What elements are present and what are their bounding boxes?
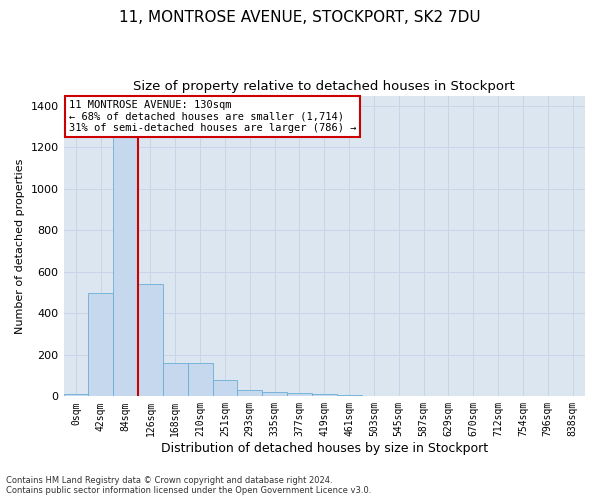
- Bar: [287, 393, 312, 396]
- Bar: [88, 292, 113, 397]
- Text: 11 MONTROSE AVENUE: 130sqm
← 68% of detached houses are smaller (1,714)
31% of s: 11 MONTROSE AVENUE: 130sqm ← 68% of deta…: [69, 100, 356, 134]
- Bar: [163, 363, 188, 396]
- Text: Contains HM Land Registry data © Crown copyright and database right 2024.
Contai: Contains HM Land Registry data © Crown c…: [6, 476, 371, 495]
- Bar: [64, 394, 88, 396]
- Title: Size of property relative to detached houses in Stockport: Size of property relative to detached ho…: [133, 80, 515, 93]
- Bar: [188, 363, 212, 396]
- Y-axis label: Number of detached properties: Number of detached properties: [15, 158, 25, 334]
- Bar: [262, 392, 287, 396]
- X-axis label: Distribution of detached houses by size in Stockport: Distribution of detached houses by size …: [161, 442, 488, 455]
- Text: 11, MONTROSE AVENUE, STOCKPORT, SK2 7DU: 11, MONTROSE AVENUE, STOCKPORT, SK2 7DU: [119, 10, 481, 25]
- Bar: [138, 284, 163, 397]
- Bar: [337, 395, 362, 396]
- Bar: [212, 380, 238, 396]
- Bar: [113, 137, 138, 396]
- Bar: [238, 390, 262, 396]
- Bar: [312, 394, 337, 396]
